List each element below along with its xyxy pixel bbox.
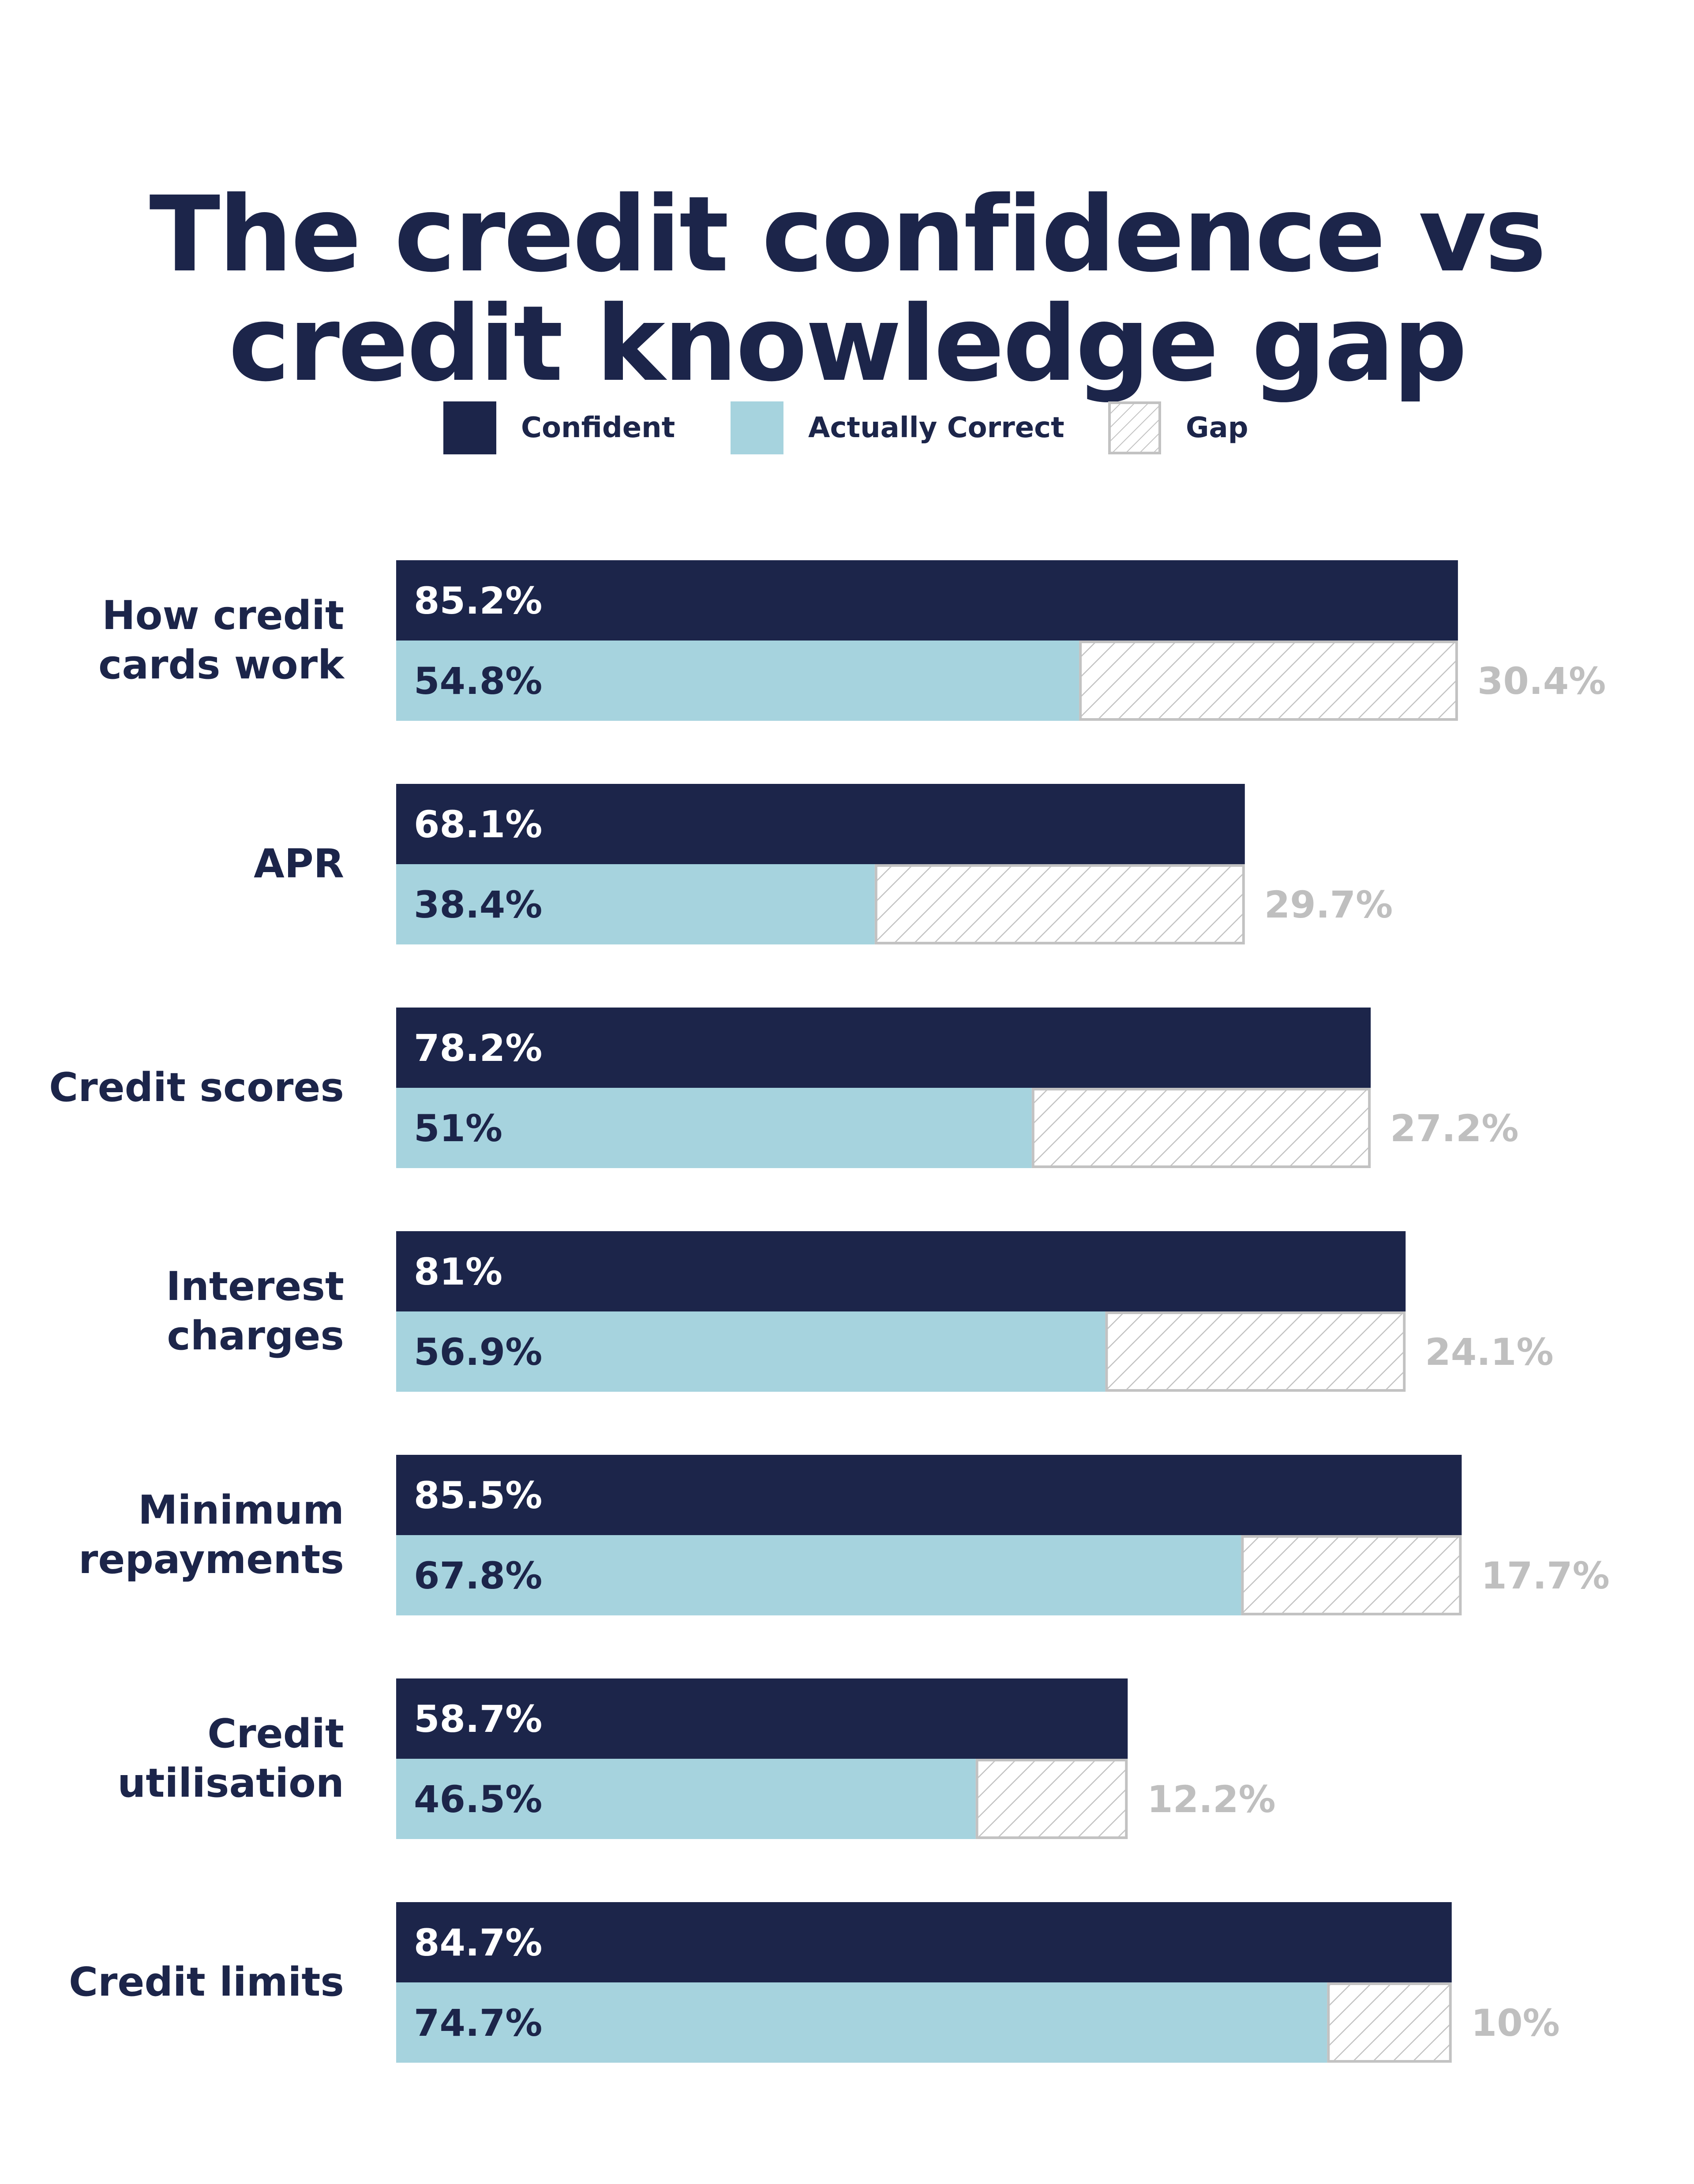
- value-label-confident: 85.5%: [414, 1474, 542, 1517]
- bar-actually-correct: [396, 864, 875, 944]
- value-label-actually-correct: 38.4%: [414, 883, 542, 926]
- category-label: Interest: [166, 1263, 344, 1310]
- bar-gap: [1031, 1088, 1371, 1168]
- value-label-confident: 58.7%: [414, 1697, 542, 1741]
- value-label-actually-correct: 46.5%: [414, 1778, 542, 1821]
- bar-confident: [396, 1902, 1452, 1982]
- value-label-confident: 81%: [414, 1250, 502, 1293]
- legend-label-confident: Confident: [521, 412, 675, 444]
- legend-swatch-actually-correct: [731, 401, 783, 454]
- value-label-confident: 84.7%: [414, 1921, 542, 1964]
- value-label-confident: 68.1%: [414, 803, 542, 846]
- legend: Confident Actually Correct Gap: [0, 401, 1694, 459]
- legend-label-actually-correct: Actually Correct: [808, 412, 1064, 444]
- bar-actually-correct: [396, 641, 1079, 721]
- bar-actually-correct: [396, 1759, 976, 1839]
- chart-title-line-2: credit knowledge gap: [228, 283, 1467, 405]
- value-label-gap: 10%: [1471, 2001, 1560, 2045]
- category-label: Credit scores: [49, 1064, 344, 1111]
- value-label-confident: 85.2%: [414, 579, 542, 622]
- bar-actually-correct: [396, 1535, 1241, 1615]
- value-label-confident: 78.2%: [414, 1026, 542, 1070]
- bar-gap: [1105, 1311, 1406, 1392]
- legend-swatch-gap: [1108, 401, 1161, 454]
- chart-title: The credit confidence vs credit knowledg…: [0, 180, 1694, 399]
- bar-confident: [396, 1231, 1406, 1311]
- value-label-gap: 30.4%: [1477, 659, 1606, 703]
- value-label-actually-correct: 54.8%: [414, 659, 542, 703]
- category-label: utilisation: [117, 1760, 344, 1806]
- bar-confident: [396, 784, 1245, 864]
- bar-confident: [396, 1678, 1128, 1759]
- bar-gap: [975, 1759, 1128, 1839]
- legend-label-gap: Gap: [1186, 412, 1248, 444]
- value-label-actually-correct: 56.9%: [414, 1330, 542, 1374]
- bar-gap: [1241, 1535, 1462, 1615]
- value-label-gap: 27.2%: [1390, 1107, 1518, 1150]
- category-label: Minimum: [138, 1487, 344, 1533]
- value-label-actually-correct: 67.8%: [414, 1554, 542, 1597]
- bar-confident: [396, 1455, 1462, 1535]
- value-label-actually-correct: 51%: [414, 1107, 502, 1150]
- value-label-actually-correct: 74.7%: [414, 2001, 542, 2045]
- value-label-gap: 12.2%: [1147, 1778, 1275, 1821]
- category-label: charges: [167, 1313, 344, 1359]
- category-label: Credit: [207, 1711, 344, 1757]
- bar-actually-correct: [396, 1982, 1327, 2063]
- category-label: How credit: [102, 592, 344, 639]
- bar-gap: [874, 864, 1245, 944]
- bar-confident: [396, 1008, 1371, 1088]
- chart-title-line-1: The credit confidence vs: [149, 174, 1546, 296]
- legend-swatch-confident: [443, 401, 496, 454]
- category-label: APR: [254, 841, 344, 887]
- bar-gap: [1327, 1982, 1452, 2063]
- category-label: cards work: [98, 642, 345, 688]
- category-label: repayments: [79, 1536, 344, 1583]
- value-label-gap: 29.7%: [1264, 883, 1393, 926]
- bar-gap: [1079, 641, 1458, 721]
- bar-actually-correct: [396, 1311, 1106, 1392]
- category-label: Credit limits: [69, 1959, 344, 2005]
- bar-actually-correct: [396, 1088, 1032, 1168]
- value-label-gap: 24.1%: [1425, 1330, 1553, 1374]
- bar-confident: [396, 560, 1458, 641]
- value-label-gap: 17.7%: [1481, 1554, 1609, 1597]
